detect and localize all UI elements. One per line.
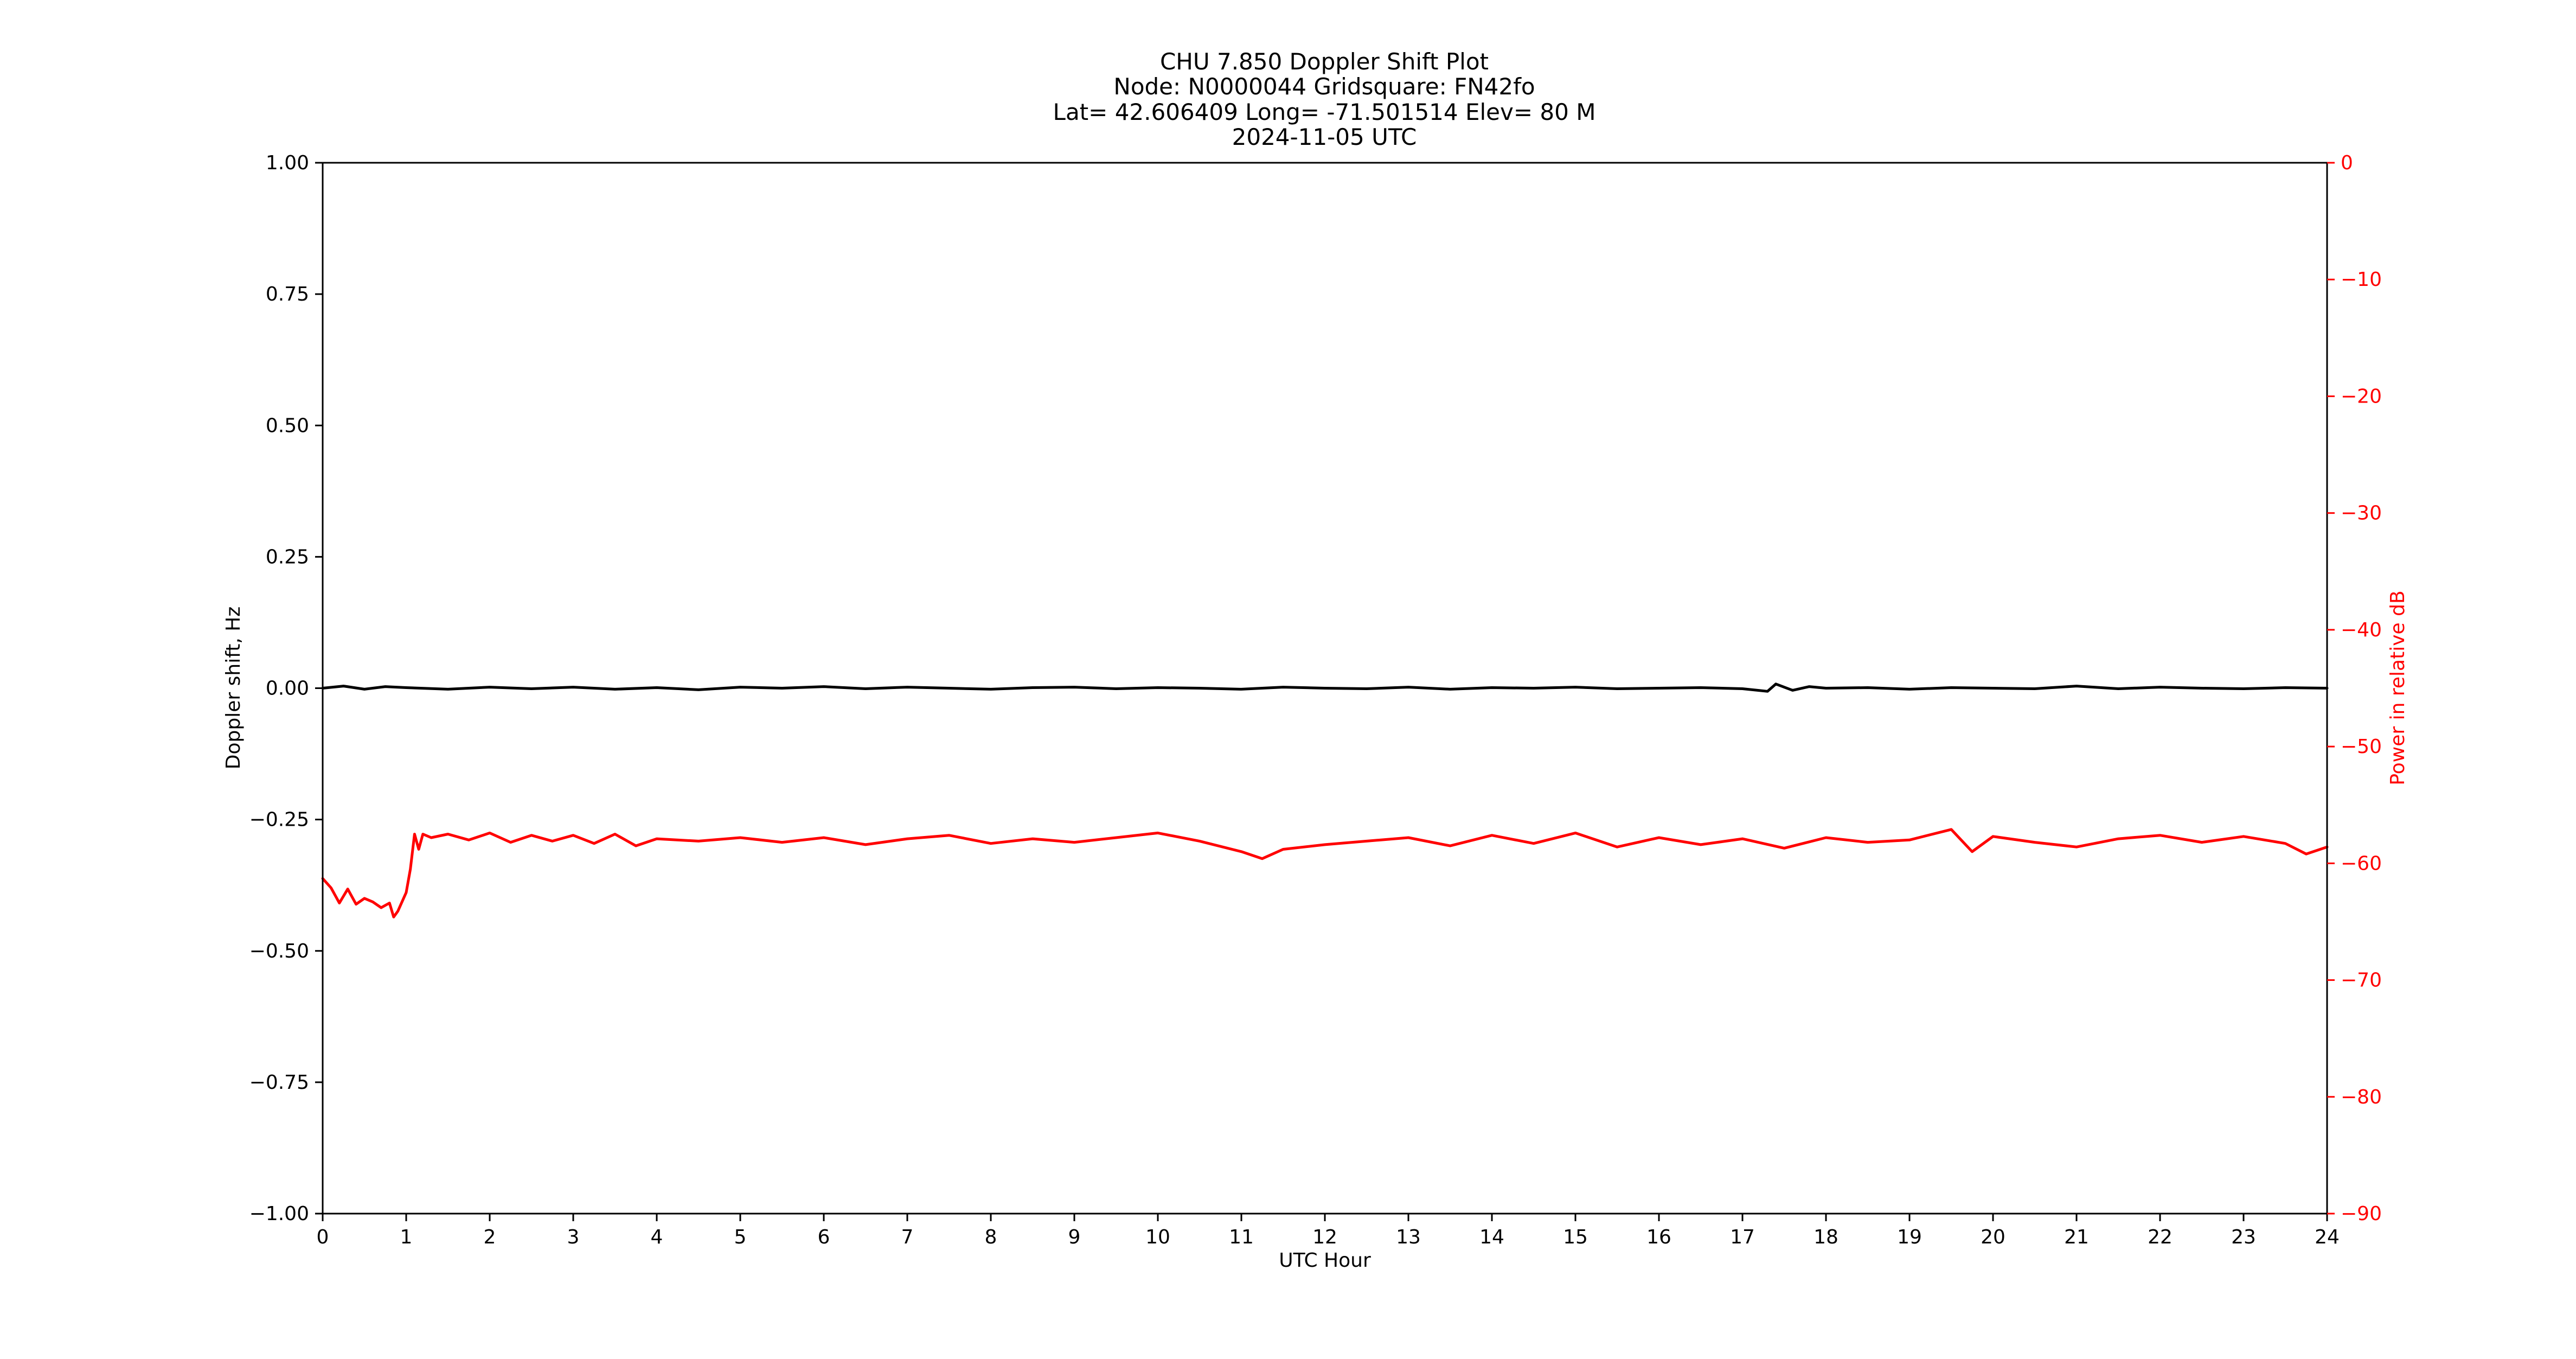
y2-tick-label: −90	[2341, 1203, 2382, 1225]
y2-tick-label: −80	[2341, 1086, 2382, 1108]
x-tick-label: 3	[567, 1226, 580, 1248]
x-tick-label: 4	[651, 1226, 663, 1248]
y-tick-label: 0.25	[266, 546, 309, 568]
x-tick-label: 11	[1229, 1226, 1254, 1248]
x-axis-label: UTC Hour	[1279, 1249, 1371, 1272]
chart-subtitle-location: Lat= 42.606409 Long= -71.501514 Elev= 80…	[1053, 99, 1596, 125]
y-tick-label: 0.75	[266, 283, 309, 305]
y2-tick-label: −20	[2341, 385, 2382, 407]
y-tick-label: −0.75	[249, 1071, 309, 1094]
chart-title-block: CHU 7.850 Doppler Shift Plot Node: N0000…	[1053, 48, 1596, 150]
x-tick-label: 1	[400, 1226, 413, 1248]
y2-tick-label: 0	[2341, 152, 2353, 174]
y-tick-label: 1.00	[266, 152, 309, 174]
x-tick-label: 8	[985, 1226, 997, 1248]
x-tick-label: 15	[1563, 1226, 1588, 1248]
y2-tick-label: −50	[2341, 736, 2382, 758]
power-series-line	[321, 828, 2329, 918]
chart-title: CHU 7.850 Doppler Shift Plot	[1160, 48, 1489, 75]
axes: 0 1 2 3 4 5 6 7 8 9 10 11 12 13 14 15 16 17 18 19 20 21 22 23 24…	[249, 152, 2382, 1248]
x-tick-label: 20	[1981, 1226, 2005, 1248]
x-tick-label: 18	[1814, 1226, 1838, 1248]
x-tick-label: 19	[1897, 1226, 1922, 1248]
chart-subtitle-node: Node: N0000044 Gridsquare: FN42fo	[1113, 73, 1535, 100]
x-tick-label: 14	[1479, 1226, 1504, 1248]
x-tick-label: 9	[1068, 1226, 1081, 1248]
x-tick-label: 12	[1312, 1226, 1337, 1248]
x-tick-label: 0	[317, 1226, 329, 1248]
y2-tick-label: −60	[2341, 852, 2382, 875]
x-tick-label: 16	[1646, 1226, 1671, 1248]
y2-tick-label: −40	[2341, 619, 2382, 641]
y-tick-label: −0.25	[249, 809, 309, 831]
y-tick-label: −1.00	[249, 1203, 309, 1225]
y2-tick-label: −30	[2341, 502, 2382, 525]
y2-axis-label: Power in relative dB	[2387, 590, 2409, 785]
x-tick-label: 22	[2148, 1226, 2173, 1248]
x-tick-label: 7	[901, 1226, 914, 1248]
y2-tick-label: −70	[2341, 969, 2382, 992]
x-tick-label: 23	[2231, 1226, 2256, 1248]
y2-tick-label: −10	[2341, 269, 2382, 291]
doppler-series-line	[321, 682, 2329, 693]
x-tick-label: 13	[1396, 1226, 1421, 1248]
x-tick-label: 24	[2315, 1226, 2340, 1248]
x-tick-label: 17	[1730, 1226, 1755, 1248]
plot-area	[321, 682, 2329, 918]
y-tick-label: 0.50	[266, 414, 309, 437]
chart-subtitle-date: 2024-11-05 UTC	[1232, 124, 1417, 150]
y-tick-label: −0.50	[249, 940, 309, 962]
y-axis-label: Doppler shift, Hz	[222, 607, 245, 769]
x-tick-label: 2	[484, 1226, 496, 1248]
x-tick-label: 5	[734, 1226, 747, 1248]
x-tick-label: 21	[2064, 1226, 2089, 1248]
y-tick-label: 0.00	[266, 678, 309, 700]
x-tick-label: 6	[818, 1226, 830, 1248]
x-tick-label: 10	[1145, 1226, 1170, 1248]
